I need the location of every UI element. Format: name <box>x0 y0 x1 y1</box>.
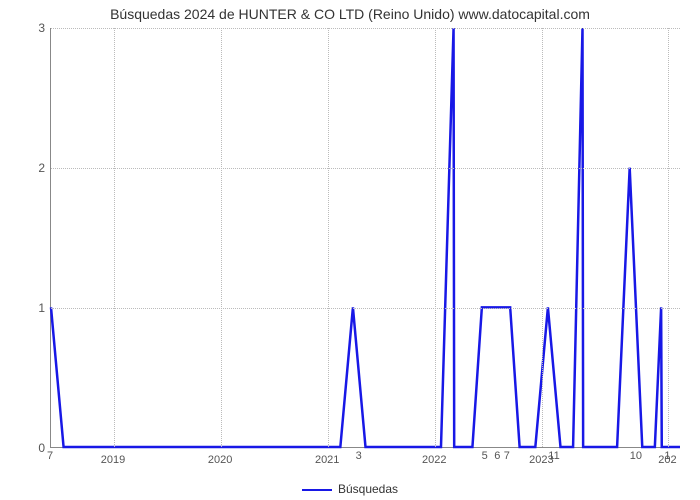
vgrid <box>542 28 543 447</box>
line-series <box>51 28 680 447</box>
y-tick-label: 0 <box>30 441 45 455</box>
x-tick-label: 2020 <box>208 454 232 466</box>
vgrid <box>328 28 329 447</box>
data-point-label: 6 <box>494 450 500 462</box>
x-tick-label: 2021 <box>315 454 339 466</box>
chart-title: Búsquedas 2024 de HUNTER & CO LTD (Reino… <box>0 6 700 22</box>
x-tick-label: 2019 <box>101 454 125 466</box>
data-point-label: 7 <box>47 450 53 462</box>
hgrid <box>51 28 680 29</box>
data-point-label: 10 <box>630 450 642 462</box>
x-tick-label: 2022 <box>422 454 446 466</box>
data-point-label: 7 <box>504 450 510 462</box>
y-tick-label: 1 <box>30 301 45 315</box>
y-tick-label: 3 <box>30 21 45 35</box>
data-point-label: 5 <box>482 450 488 462</box>
data-point-label: 1 <box>664 450 670 462</box>
vgrid <box>114 28 115 447</box>
chart-container: Búsquedas 2024 de HUNTER & CO LTD (Reino… <box>0 0 700 500</box>
legend: Búsquedas <box>0 482 700 496</box>
plot-area <box>50 28 680 448</box>
legend-swatch <box>302 489 332 491</box>
hgrid <box>51 168 680 169</box>
vgrid <box>221 28 222 447</box>
vgrid <box>668 28 669 447</box>
vgrid <box>435 28 436 447</box>
data-point-label: 11 <box>548 450 559 462</box>
data-point-label: 3 <box>356 450 362 462</box>
y-tick-label: 2 <box>30 161 45 175</box>
legend-label: Búsquedas <box>338 482 398 496</box>
hgrid <box>51 308 680 309</box>
